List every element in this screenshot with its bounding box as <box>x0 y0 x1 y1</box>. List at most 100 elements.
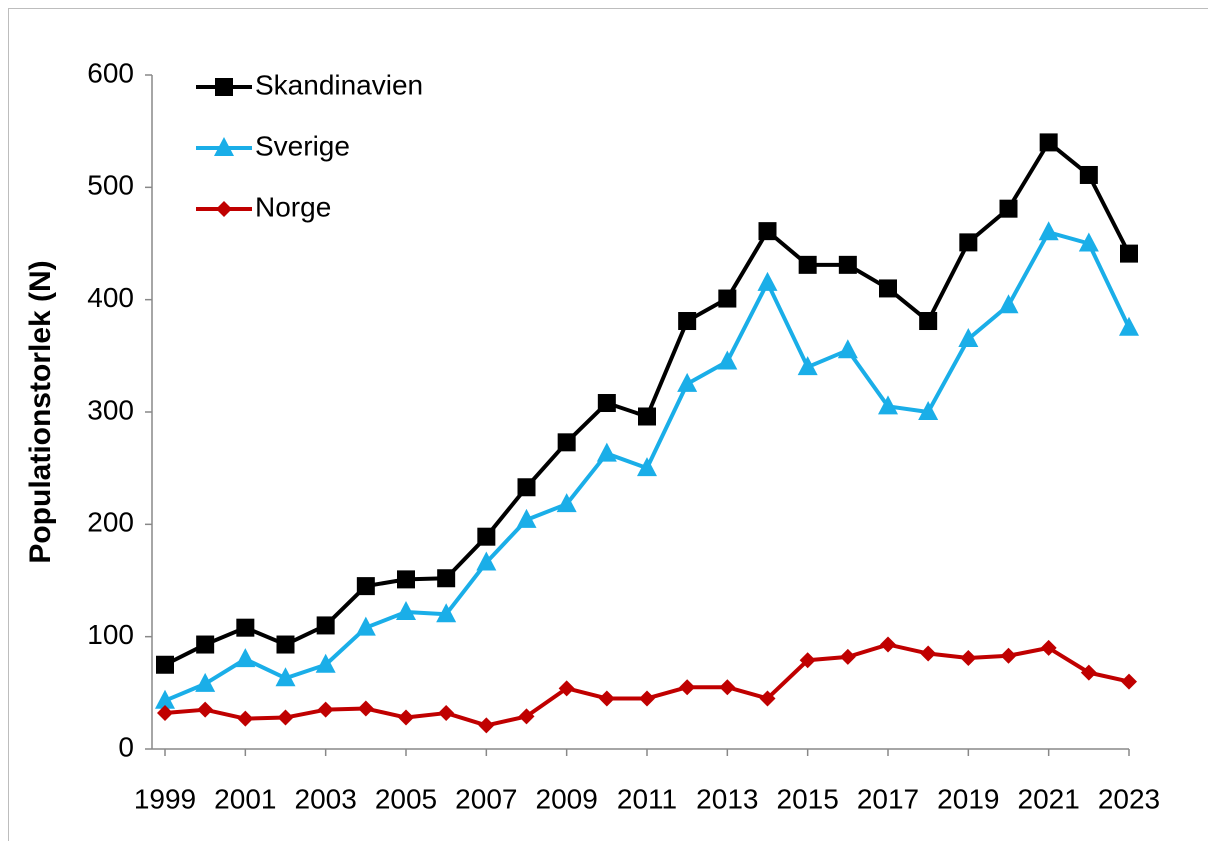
data-point <box>236 618 255 637</box>
data-point <box>878 395 898 415</box>
y-tick-label: 100 <box>87 619 134 650</box>
x-tick-label: 2005 <box>375 783 437 814</box>
legend-marker <box>215 78 233 96</box>
data-point <box>1080 664 1097 681</box>
data-point <box>839 648 856 665</box>
legend-marker <box>214 137 234 156</box>
legend-marker <box>216 201 232 217</box>
data-point <box>1040 639 1057 656</box>
data-point <box>477 527 496 546</box>
y-tick-label: 200 <box>87 507 134 538</box>
data-point <box>998 294 1019 314</box>
x-tick-label: 2021 <box>1018 783 1080 814</box>
x-tick-label: 2009 <box>536 783 598 814</box>
data-point <box>275 667 296 687</box>
data-point <box>277 709 294 726</box>
data-point <box>1039 133 1058 152</box>
data-point <box>999 199 1018 218</box>
data-point <box>1079 165 1098 184</box>
data-point <box>1121 673 1137 690</box>
data-point <box>157 705 173 722</box>
data-point <box>919 312 938 331</box>
data-point <box>799 652 816 669</box>
series-line <box>164 642 1130 728</box>
y-axis-label: Populationstorlek (N) <box>24 260 57 563</box>
data-point <box>156 655 174 674</box>
data-point <box>757 271 778 291</box>
y-tick-label: 0 <box>118 731 134 762</box>
data-point <box>598 690 615 707</box>
data-point <box>879 279 897 298</box>
data-point <box>838 255 857 274</box>
data-point <box>317 701 334 718</box>
y-tick-label: 500 <box>87 170 134 201</box>
x-tick-label: 1999 <box>134 783 196 814</box>
data-point <box>558 680 575 697</box>
data-point <box>398 709 414 726</box>
data-point <box>639 690 655 707</box>
x-tick-label: 2013 <box>696 783 758 814</box>
chart-frame <box>8 8 1208 841</box>
legend-label: Sverige <box>255 130 350 161</box>
data-point <box>195 672 216 692</box>
data-point <box>237 710 254 727</box>
data-point <box>1119 316 1139 336</box>
data-point <box>637 457 657 477</box>
data-point <box>758 222 777 241</box>
data-point <box>798 255 817 274</box>
data-point <box>1078 232 1099 252</box>
data-point <box>960 650 977 667</box>
x-tick-label: 2001 <box>214 783 276 814</box>
data-point <box>677 372 698 392</box>
data-point <box>678 312 697 331</box>
data-point <box>557 433 576 452</box>
data-point <box>276 635 295 654</box>
data-point <box>437 569 456 588</box>
data-point <box>718 289 737 308</box>
data-point <box>357 700 374 717</box>
data-point <box>478 717 495 734</box>
x-tick-label: 2023 <box>1098 783 1160 814</box>
x-tick-label: 2011 <box>617 783 677 814</box>
legend-label: Skandinavien <box>255 69 423 100</box>
data-point <box>556 493 577 513</box>
data-point <box>155 689 175 709</box>
data-point <box>597 394 616 413</box>
data-point <box>1120 244 1138 263</box>
data-point <box>918 401 939 420</box>
y-tick-label: 600 <box>87 57 134 88</box>
data-point <box>197 701 214 718</box>
data-point <box>516 508 537 528</box>
data-point <box>517 478 536 497</box>
data-point <box>920 645 937 662</box>
data-point <box>397 570 415 589</box>
data-point <box>316 616 335 635</box>
data-point <box>356 577 375 596</box>
data-point <box>315 653 336 673</box>
data-point <box>476 551 497 571</box>
data-point <box>1038 221 1059 241</box>
data-point <box>1000 647 1017 664</box>
x-tick-label: 2007 <box>455 783 517 814</box>
data-point <box>797 356 818 376</box>
x-tick-label: 2015 <box>777 783 839 814</box>
x-tick-label: 2017 <box>857 783 919 814</box>
data-point <box>235 648 256 668</box>
legend-label: Norge <box>255 191 331 222</box>
y-tick-label: 300 <box>87 394 134 425</box>
y-tick-label: 400 <box>87 282 134 313</box>
data-point <box>880 636 896 653</box>
data-point <box>596 442 617 462</box>
data-point <box>396 600 416 620</box>
data-point <box>717 350 738 370</box>
x-tick-label: 2019 <box>937 783 999 814</box>
data-point <box>959 233 978 252</box>
data-point <box>438 705 455 722</box>
data-point <box>638 407 656 426</box>
data-point <box>355 616 376 636</box>
x-tick-label: 2003 <box>295 783 357 814</box>
data-point <box>719 679 736 696</box>
data-point <box>837 339 858 359</box>
data-point <box>759 690 776 707</box>
